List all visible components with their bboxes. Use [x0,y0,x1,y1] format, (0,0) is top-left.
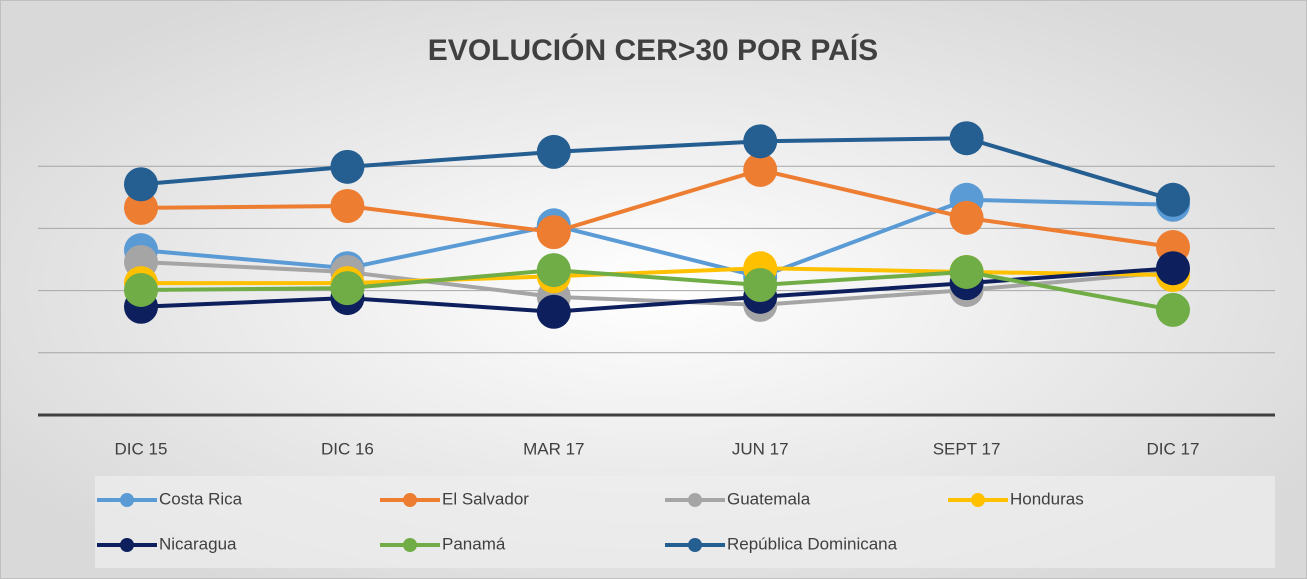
series-line [140,197,1174,280]
series-line [141,266,1174,286]
series-line [140,167,1174,250]
series-line [140,136,1174,202]
legend-marker [403,493,417,507]
series-line [140,266,1174,314]
point [743,152,778,187]
point [536,294,571,329]
legend-label: Panamá [442,534,506,553]
legend-marker [403,538,417,552]
point [124,272,158,307]
point [124,190,158,225]
point [330,271,365,306]
x-tick-label: MAR 17 [523,439,584,458]
point [1156,182,1190,217]
point [536,134,571,169]
point [949,121,984,156]
x-tick-label: SEPT 17 [933,439,1001,458]
point [949,200,984,235]
legend-marker [120,493,134,507]
point [536,215,571,250]
x-tick-label: DIC 17 [1147,439,1200,458]
x-tick-label: JUN 17 [732,439,789,458]
point [949,254,984,289]
legend-label: Honduras [1010,489,1084,508]
chart-title: EVOLUCIÓN CER>30 POR PAÍS [428,33,878,67]
legend-marker [120,538,134,552]
legend-label: Guatemala [727,489,811,508]
series-line [140,268,1174,312]
point [743,268,778,303]
series-line [140,259,1174,307]
legend-box [95,476,1275,568]
x-tick-label: DIC 15 [115,439,168,458]
point [1156,251,1190,286]
legend-marker [971,493,985,507]
legend-marker [688,493,702,507]
x-tick-label: DIC 16 [321,439,374,458]
point [124,167,158,202]
point [743,124,778,159]
point [330,189,365,224]
legend-marker [688,538,702,552]
point [330,149,365,184]
legend-label: Nicaragua [159,534,237,553]
legend-label: Costa Rica [159,489,243,508]
point [1156,292,1190,327]
legend-label: República Dominicana [727,534,898,553]
legend-label: El Salvador [442,489,529,508]
point [536,253,571,288]
